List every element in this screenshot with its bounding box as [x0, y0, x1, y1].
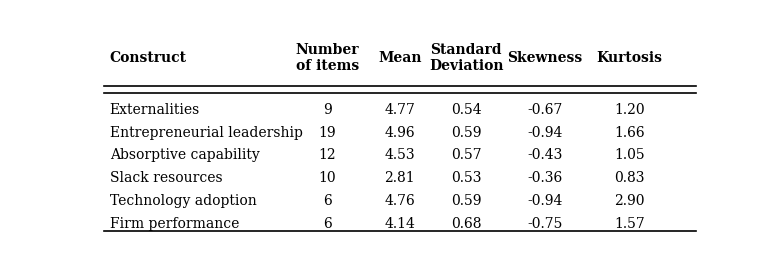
Text: Number
of items: Number of items [296, 43, 359, 73]
Text: 4.77: 4.77 [385, 103, 415, 117]
Text: Construct: Construct [109, 51, 186, 65]
Text: Technology adoption: Technology adoption [109, 194, 257, 208]
Text: 6: 6 [323, 194, 331, 208]
Text: Mean: Mean [378, 51, 421, 65]
Text: -0.43: -0.43 [527, 148, 562, 162]
Text: 9: 9 [323, 103, 331, 117]
Text: Entrepreneurial leadership: Entrepreneurial leadership [109, 126, 303, 140]
Text: 0.59: 0.59 [451, 126, 481, 140]
Text: -0.67: -0.67 [527, 103, 562, 117]
Text: 1.05: 1.05 [614, 148, 645, 162]
Text: 4.53: 4.53 [385, 148, 415, 162]
Text: 2.81: 2.81 [385, 171, 415, 185]
Text: -0.75: -0.75 [527, 217, 562, 231]
Text: 0.53: 0.53 [451, 171, 481, 185]
Text: 19: 19 [318, 126, 336, 140]
Text: 0.83: 0.83 [614, 171, 645, 185]
Text: Externalities: Externalities [109, 103, 200, 117]
Text: Skewness: Skewness [507, 51, 583, 65]
Text: 2.90: 2.90 [614, 194, 645, 208]
Text: -0.36: -0.36 [527, 171, 562, 185]
Text: 1.66: 1.66 [614, 126, 645, 140]
Text: 10: 10 [318, 171, 336, 185]
Text: 0.54: 0.54 [451, 103, 481, 117]
Text: -0.94: -0.94 [527, 194, 562, 208]
Text: Absorptive capability: Absorptive capability [109, 148, 259, 162]
Text: -0.94: -0.94 [527, 126, 562, 140]
Text: Firm performance: Firm performance [109, 217, 239, 231]
Text: 4.14: 4.14 [385, 217, 415, 231]
Text: Kurtosis: Kurtosis [597, 51, 662, 65]
Text: 0.68: 0.68 [451, 217, 481, 231]
Text: 0.59: 0.59 [451, 194, 481, 208]
Text: 6: 6 [323, 217, 331, 231]
Text: 4.76: 4.76 [385, 194, 415, 208]
Text: 12: 12 [318, 148, 336, 162]
Text: 4.96: 4.96 [385, 126, 415, 140]
Text: Slack resources: Slack resources [109, 171, 222, 185]
Text: Standard
Deviation: Standard Deviation [429, 43, 504, 73]
Text: 1.20: 1.20 [614, 103, 645, 117]
Text: 1.57: 1.57 [614, 217, 645, 231]
Text: 0.57: 0.57 [451, 148, 481, 162]
